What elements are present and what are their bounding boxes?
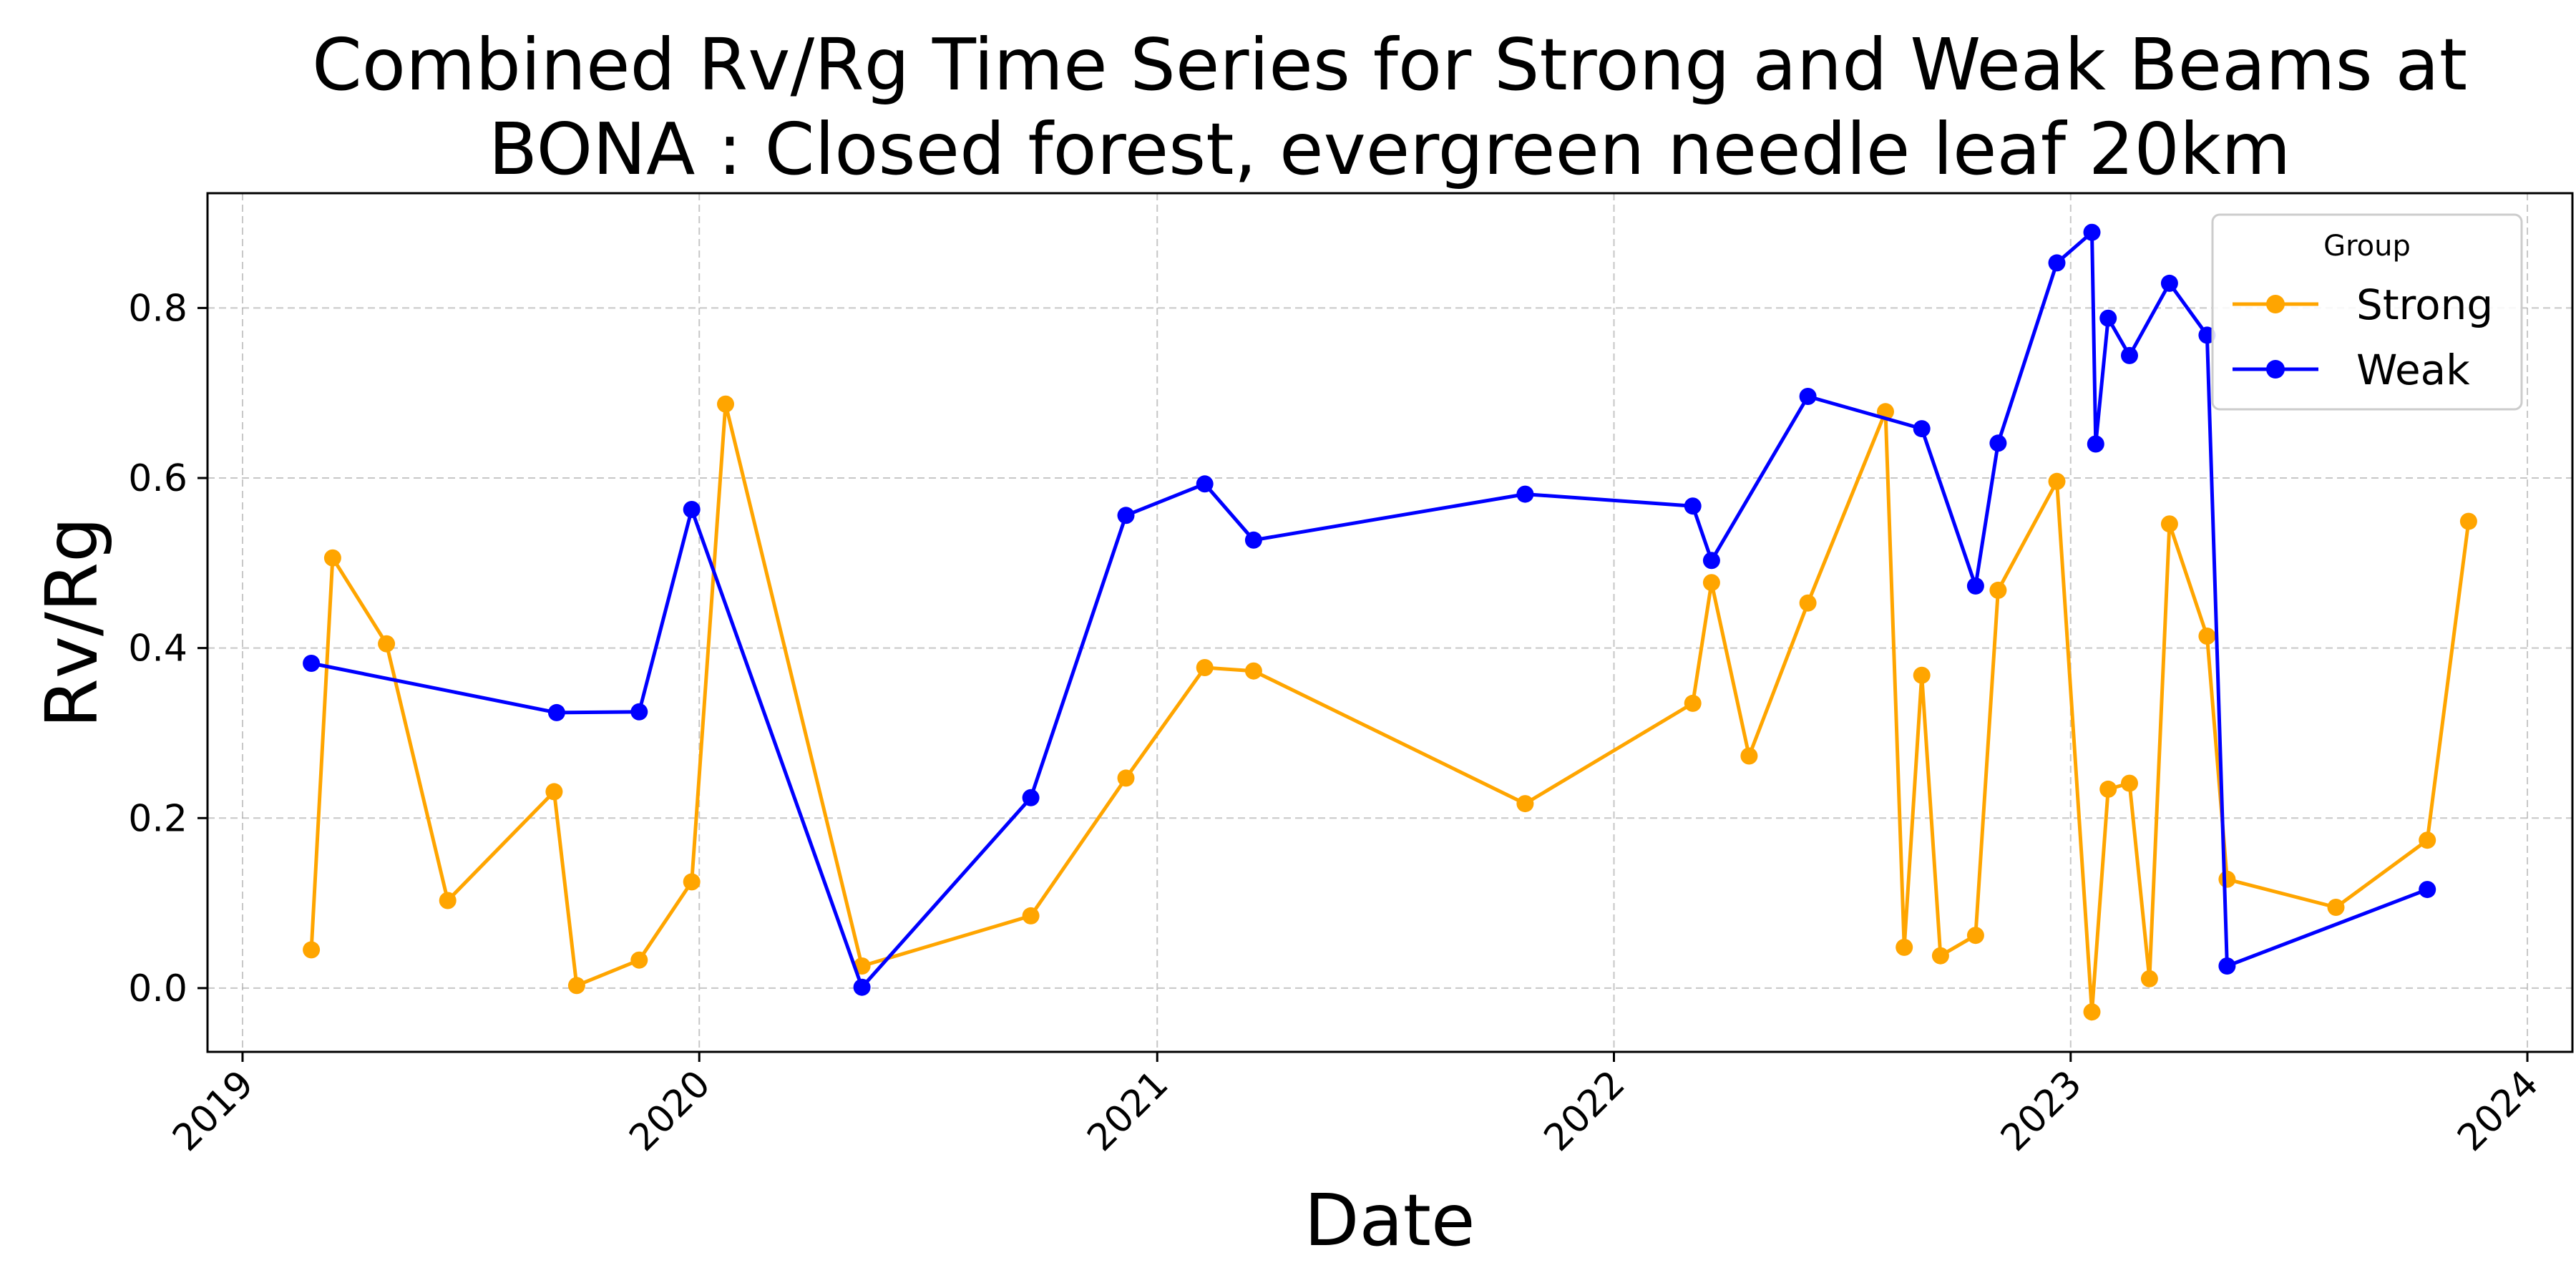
data-point-strong xyxy=(1022,907,1040,924)
data-point-strong xyxy=(1799,594,1817,612)
x-axis-label: Date xyxy=(1304,1179,1475,1262)
data-point-weak xyxy=(2218,957,2236,975)
data-point-strong xyxy=(2327,899,2345,916)
legend-marker-weak xyxy=(2266,360,2285,379)
data-point-weak xyxy=(853,978,871,996)
chart-title-line-1: Combined Rv/Rg Time Series for Strong an… xyxy=(312,23,2467,107)
data-point-strong xyxy=(1931,947,1949,965)
data-point-weak xyxy=(2121,346,2138,364)
y-tick-label: 0.4 xyxy=(128,628,187,670)
y-tick-label: 0.0 xyxy=(128,967,187,1010)
legend-title: Group xyxy=(2323,230,2411,263)
data-point-weak xyxy=(2419,881,2436,899)
data-point-weak xyxy=(1913,420,1931,438)
data-point-strong xyxy=(2140,970,2158,987)
legend: Group Strong Weak xyxy=(2211,213,2523,411)
data-point-strong xyxy=(2099,780,2117,798)
data-point-strong xyxy=(567,977,585,995)
data-point-strong xyxy=(1702,574,1720,592)
data-point-strong xyxy=(545,783,563,801)
data-point-weak xyxy=(2083,223,2101,241)
legend-label-weak: Weak xyxy=(2356,346,2470,394)
data-point-strong xyxy=(2459,512,2477,530)
data-point-weak xyxy=(1989,434,2007,452)
data-point-strong xyxy=(1966,927,1984,945)
y-tick-label: 0.2 xyxy=(128,797,187,840)
data-point-weak xyxy=(2099,309,2117,327)
data-point-weak xyxy=(683,501,701,518)
data-point-strong xyxy=(1740,747,1758,765)
data-point-weak xyxy=(2048,254,2066,272)
data-point-strong xyxy=(1117,769,1135,787)
series-line-strong xyxy=(309,402,2471,1014)
data-point-weak xyxy=(1117,507,1135,525)
data-point-weak xyxy=(1022,789,1040,806)
data-point-strong xyxy=(1196,659,1214,676)
data-point-strong xyxy=(2419,831,2436,849)
data-point-strong xyxy=(717,395,734,413)
data-point-strong xyxy=(1913,666,1931,684)
data-point-strong xyxy=(303,941,321,959)
grid-lines xyxy=(208,193,2572,1052)
data-point-strong xyxy=(439,892,457,909)
legend-label-strong: Strong xyxy=(2356,280,2493,329)
data-point-weak xyxy=(2198,326,2216,344)
data-point-strong xyxy=(378,635,396,653)
data-point-weak xyxy=(1244,531,1262,549)
legend-box xyxy=(2211,213,2523,411)
data-point-weak xyxy=(2087,435,2104,453)
data-point-strong xyxy=(2083,1003,2101,1021)
data-point-strong xyxy=(1989,581,2007,599)
data-point-strong xyxy=(1896,938,1913,956)
data-point-weak xyxy=(1196,475,1214,493)
chart-title-line-2: BONA : Closed forest, evergreen needle l… xyxy=(489,107,2291,191)
data-point-strong xyxy=(2048,472,2066,490)
data-point-strong xyxy=(630,951,648,969)
data-point-weak xyxy=(2160,274,2178,292)
data-point-strong xyxy=(1516,795,1534,813)
data-point-strong xyxy=(323,549,341,567)
data-point-weak xyxy=(547,703,565,721)
series-lines xyxy=(303,223,2477,1021)
data-point-weak xyxy=(630,703,648,721)
legend-marker-strong xyxy=(2266,295,2285,313)
data-point-strong xyxy=(1244,662,1262,680)
data-point-weak xyxy=(1684,497,1702,515)
data-point-strong xyxy=(2218,870,2236,888)
data-point-weak xyxy=(1966,577,1984,595)
data-point-strong xyxy=(2121,774,2138,792)
data-point-strong xyxy=(1684,694,1702,712)
plot-area-frame xyxy=(206,192,2574,1053)
y-tick-label: 0.6 xyxy=(128,457,187,500)
y-tick-label: 0.8 xyxy=(128,287,187,330)
data-point-weak xyxy=(1799,388,1817,405)
data-point-strong xyxy=(683,873,701,891)
data-point-strong xyxy=(2160,515,2178,533)
data-point-weak xyxy=(1516,485,1534,503)
data-point-weak xyxy=(1702,552,1720,570)
data-point-weak xyxy=(303,655,321,672)
y-axis-label: Rv/Rg xyxy=(30,517,114,728)
data-point-strong xyxy=(2198,628,2216,645)
